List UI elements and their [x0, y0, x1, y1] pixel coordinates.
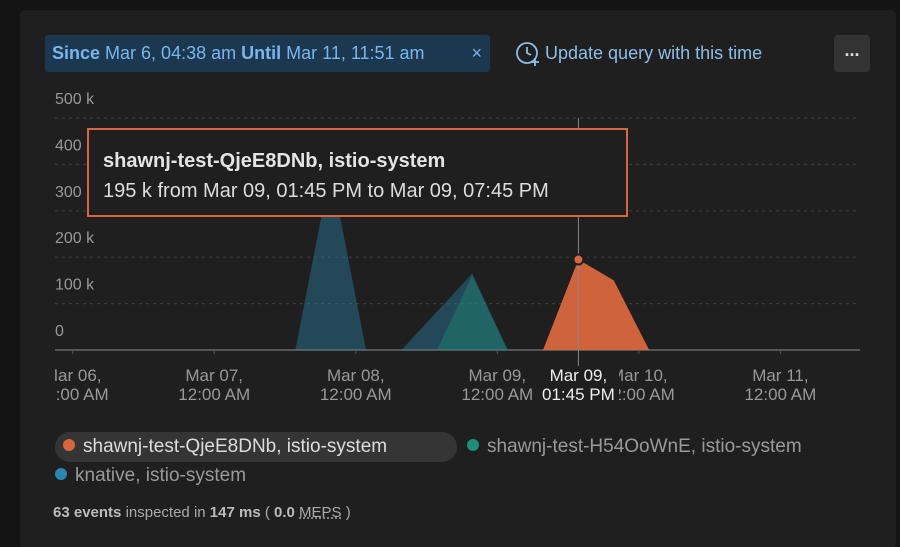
inspected: inspected in	[125, 504, 206, 521]
y-tick-label: 300 k	[55, 184, 95, 201]
until-label: Until	[241, 43, 282, 63]
meps-value: 0.0	[274, 504, 295, 521]
time-filter[interactable]: Since Mar 6, 04:38 am Until Mar 11, 11:5…	[45, 35, 490, 72]
legend-item[interactable]: knative, istio-system	[55, 461, 246, 491]
tooltip-title: shawnj-test-QjeE8DNb, istio-system	[103, 150, 446, 172]
highlight-point	[572, 253, 585, 266]
legend-label: shawnj-test-H54OoWnE, istio-system	[487, 436, 802, 457]
x-tick-label: Mar 07, 12:00 AM	[178, 366, 251, 404]
clock-icon	[516, 42, 539, 67]
area	[295, 169, 508, 350]
x-tick-label: Mar 08, 12:00 AM	[319, 366, 392, 404]
clear-icon[interactable]: ×	[471, 43, 482, 63]
legend-label: shawnj-test-QjeE8DNb, istio-system	[83, 436, 388, 457]
x-axis-labels: Mar 06, 12:00 AM Mar 07, 12:00 AM Mar 08, …	[55, 366, 860, 406]
x-tick-label: Mar 09, 12:00 AM	[461, 366, 534, 404]
events: 63 events	[53, 504, 122, 521]
since: Mar 6, 04:38 am	[105, 43, 237, 63]
legend-item[interactable]: shawnj-test-H54OoWnE, istio-system	[467, 432, 802, 462]
until: Mar 11, 11:51 am	[286, 43, 425, 63]
duration: 147 ms	[209, 504, 261, 521]
legend-item[interactable]: shawnj-test-QjeE8DNb, istio-system	[55, 432, 457, 462]
paren: (	[264, 504, 270, 521]
legend-swatch	[467, 439, 479, 451]
since-label: Since	[52, 43, 101, 63]
paren: )	[345, 504, 351, 521]
legend-swatch	[63, 439, 75, 451]
meps-unit: MEPS	[299, 504, 342, 521]
legend-label: knative, istio-system	[75, 465, 247, 486]
tooltip: shawnj-test-QjeE8DNb, istio-system 195 k …	[87, 128, 628, 217]
crosshair-label: Mar 09, 01:45 PM	[537, 366, 620, 404]
more-button[interactable]: ...	[834, 35, 870, 72]
legend-swatch	[55, 468, 67, 480]
x-tick-label: Mar 10, 12:00 AM	[602, 366, 675, 404]
x-tick-label: Mar 11, 12:00 AM	[744, 366, 817, 404]
area	[436, 275, 508, 350]
area	[543, 259, 650, 350]
x-tick-label: Mar 06, 12:00 AM	[55, 366, 109, 404]
footer: 63 events inspected in 147 ms ( 0.0 MEPS…	[53, 504, 351, 521]
tooltip-text: 195 k from Mar 09, 01:45 PM to Mar 09, 0…	[103, 180, 549, 202]
y-tick-label: 100 k	[55, 277, 95, 294]
y-tick-label: 0	[55, 323, 64, 340]
update-query[interactable]: Update query with this time	[515, 38, 762, 68]
y-tick-label: 400 k	[55, 137, 95, 154]
update-query-text: Update query with this time	[545, 43, 763, 63]
y-tick-label: 200 k	[55, 230, 95, 247]
y-tick-label: 500 k	[55, 91, 95, 108]
